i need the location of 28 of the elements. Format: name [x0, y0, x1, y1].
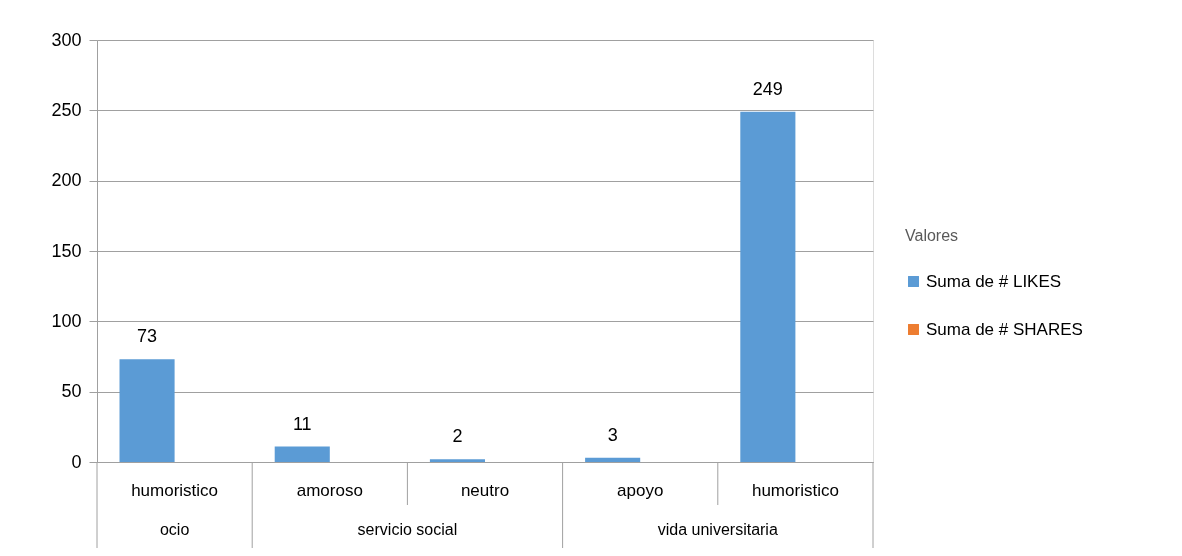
bar: [274, 446, 330, 462]
y-tick-label: 0: [71, 451, 82, 472]
data-label: 3: [607, 424, 618, 445]
legend-label: Suma de # SHARES: [926, 319, 1083, 339]
text: servicio social: [357, 521, 458, 538]
y-tick-label: 50: [61, 381, 82, 402]
text: vida universitaria: [657, 521, 778, 538]
x-tick-label: humoristico: [131, 480, 219, 500]
data-label: 249: [752, 78, 783, 99]
y-tick-label: 300: [51, 29, 82, 50]
y-tick-label: 150: [51, 240, 82, 261]
data-label: 73: [137, 326, 158, 347]
y-tick-label: 100: [51, 310, 82, 331]
y-tick-label: 250: [51, 99, 82, 120]
data-label: 2: [452, 426, 463, 447]
bar: [429, 459, 485, 462]
y-tick-label: 200: [51, 170, 82, 191]
text: ocio: [159, 521, 190, 538]
x-tick-label: amoroso: [296, 480, 363, 500]
bar: [585, 457, 641, 462]
x-tick-label: neutro: [460, 480, 510, 500]
data-label: 11: [292, 413, 312, 434]
x-tick-label: humoristico: [751, 480, 839, 500]
x-tick-label: apoyo: [617, 480, 664, 500]
bar: [119, 359, 175, 462]
legend-label: Suma de # LIKES: [926, 271, 1062, 291]
bar: [740, 111, 796, 462]
legend-title: Valores: [905, 227, 959, 244]
